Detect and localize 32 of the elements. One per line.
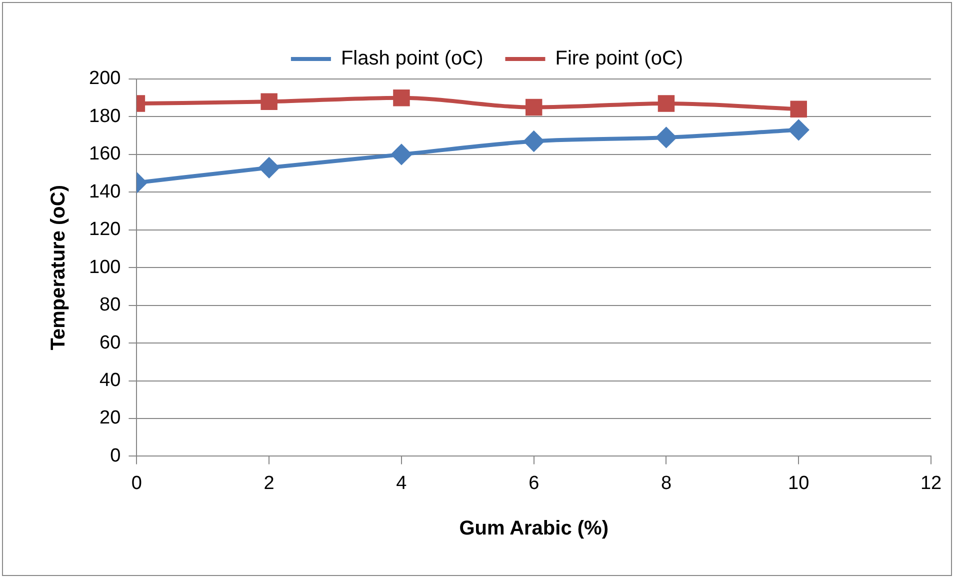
point — [658, 95, 675, 112]
x-tick-label: 12 — [920, 472, 942, 494]
point — [656, 127, 676, 148]
point — [259, 158, 280, 178]
y-axis-title: Temperature (oC) — [48, 184, 70, 350]
x-tick-label: 0 — [131, 472, 142, 494]
x-axis-title: Gum Arabic (%) — [459, 518, 608, 540]
point — [260, 93, 278, 110]
legend-label: Flash point (oC) — [340, 48, 484, 70]
x-tick-label: 8 — [660, 472, 672, 494]
y-tick-label: 140 — [89, 181, 121, 202]
x-tick-label: 4 — [396, 472, 408, 494]
y-tick-label: 80 — [100, 294, 121, 316]
x-tick-label: 10 — [788, 472, 810, 494]
y-tick-label: 100 — [89, 256, 121, 278]
y-tick-label: 40 — [100, 370, 121, 391]
point — [391, 144, 412, 164]
y-tick-label: 180 — [89, 106, 121, 127]
y-tick-label: 20 — [100, 408, 121, 429]
point — [393, 89, 410, 106]
legend-label: Fire point (oC) — [555, 48, 684, 70]
point — [788, 120, 809, 140]
point — [790, 100, 807, 118]
y-tick-label: 120 — [89, 219, 121, 240]
x-tick-label: 2 — [264, 472, 274, 494]
y-tick-label: 200 — [89, 68, 121, 90]
x-tick-label: 6 — [528, 472, 540, 494]
y-tick-label: 0 — [110, 445, 121, 466]
y-tick-label: 160 — [89, 144, 121, 165]
point — [525, 98, 542, 116]
point — [524, 131, 544, 152]
y-tick-label: 60 — [100, 332, 121, 354]
